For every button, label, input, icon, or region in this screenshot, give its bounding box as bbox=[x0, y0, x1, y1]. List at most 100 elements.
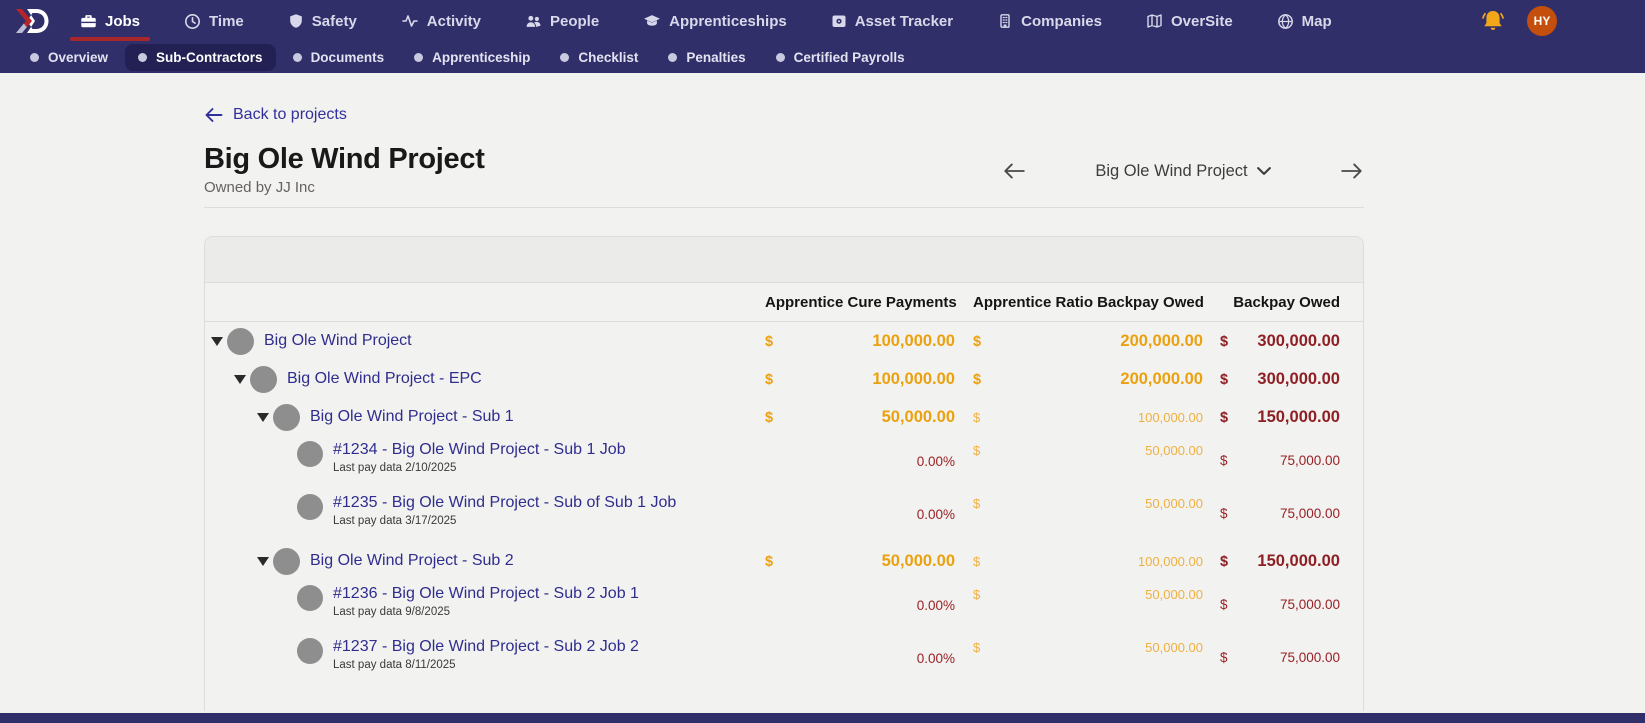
collapse-triangle-icon[interactable] bbox=[234, 374, 246, 384]
tab-label: Checklist bbox=[578, 50, 639, 65]
tab-sub-contractors[interactable]: Sub-Contractors bbox=[125, 44, 276, 71]
cure-cell: $ 100,000.00 bbox=[765, 332, 955, 351]
row-name: #1234 - Big Ole Wind Project - Sub 1 Job… bbox=[205, 441, 765, 474]
table-row[interactable]: #1235 - Big Ole Wind Project - Sub of Su… bbox=[205, 489, 1363, 542]
cure-cell: 0.00% bbox=[765, 651, 955, 666]
tab-overview[interactable]: Overview bbox=[17, 44, 121, 71]
currency-symbol: $ bbox=[1220, 597, 1228, 612]
nav-item-safety[interactable]: Safety bbox=[288, 0, 357, 42]
tab-penalties[interactable]: Penalties bbox=[655, 44, 758, 71]
job-name-block: #1237 - Big Ole Wind Project - Sub 2 Job… bbox=[333, 638, 639, 671]
currency-symbol: $ bbox=[973, 553, 981, 569]
next-project-arrow-icon[interactable] bbox=[1340, 161, 1364, 181]
backpay-cell: $ 150,000.00 bbox=[1220, 408, 1340, 427]
cure-percent-value: 0.00% bbox=[916, 651, 955, 666]
tab-label: Overview bbox=[48, 50, 109, 65]
map-book-icon bbox=[1147, 14, 1162, 28]
backpay-cell: $ 75,000.00 bbox=[1220, 650, 1340, 665]
collapse-triangle-icon[interactable] bbox=[211, 336, 223, 346]
ratio-cell: $ 200,000.00 bbox=[973, 332, 1203, 351]
nav-item-oversite[interactable]: OverSite bbox=[1146, 0, 1233, 42]
table-header-row: Apprentice Cure Payments Apprentice Rati… bbox=[205, 283, 1363, 322]
table-row[interactable]: #1237 - Big Ole Wind Project - Sub 2 Job… bbox=[205, 633, 1363, 686]
project-link[interactable]: Big Ole Wind Project bbox=[264, 332, 412, 349]
bullet-icon bbox=[414, 53, 424, 62]
project-link[interactable]: Big Ole Wind Project - EPC bbox=[287, 370, 482, 387]
job-link[interactable]: #1237 - Big Ole Wind Project - Sub 2 Job… bbox=[333, 638, 639, 655]
nav-item-time[interactable]: Time bbox=[184, 0, 244, 42]
backpay-cell: $ 75,000.00 bbox=[1220, 453, 1340, 468]
ratio-cell: $ 100,000.00 bbox=[973, 554, 1203, 569]
company-logo-icon[interactable] bbox=[10, 6, 50, 36]
job-name-block: #1236 - Big Ole Wind Project - Sub 2 Job… bbox=[333, 585, 639, 618]
table-row[interactable]: #1236 - Big Ole Wind Project - Sub 2 Job… bbox=[205, 580, 1363, 633]
collapse-triangle-icon[interactable] bbox=[257, 556, 269, 566]
bullet-icon bbox=[775, 53, 785, 62]
collapse-triangle-icon[interactable] bbox=[257, 412, 269, 422]
currency-symbol: $ bbox=[765, 371, 774, 388]
project-link[interactable]: Big Ole Wind Project - Sub 1 bbox=[310, 408, 514, 425]
backpay-value: 75,000.00 bbox=[1279, 597, 1340, 612]
nav-item-apprenticeships[interactable]: Apprenticeships bbox=[643, 0, 787, 42]
job-name-block: #1235 - Big Ole Wind Project - Sub of Su… bbox=[333, 494, 676, 527]
briefcase-icon bbox=[81, 14, 96, 27]
cure-cell: 0.00% bbox=[765, 454, 955, 469]
bullet-icon bbox=[30, 53, 39, 62]
job-name-block: #1234 - Big Ole Wind Project - Sub 1 Job… bbox=[333, 441, 626, 474]
tab-apprenticeship[interactable]: Apprenticeship bbox=[401, 44, 543, 71]
table-row[interactable]: Big Ole Wind Project - EPC $ 100,000.00 … bbox=[205, 360, 1363, 398]
notifications-bell-icon[interactable] bbox=[1481, 9, 1505, 33]
nav-item-label: Companies bbox=[1021, 12, 1102, 30]
backpay-value: 75,000.00 bbox=[1279, 650, 1340, 665]
cure-percent-value: 0.00% bbox=[916, 454, 955, 469]
tab-documents[interactable]: Documents bbox=[280, 44, 398, 71]
cure-percent-value: 0.00% bbox=[916, 598, 955, 613]
clock-icon bbox=[185, 13, 201, 29]
bullet-icon bbox=[292, 53, 302, 62]
nav-item-label: People bbox=[549, 12, 600, 30]
graduation-cap-icon bbox=[644, 14, 661, 26]
job-link[interactable]: #1235 - Big Ole Wind Project - Sub of Su… bbox=[333, 494, 677, 511]
project-link[interactable]: Big Ole Wind Project - Sub 2 bbox=[310, 552, 514, 569]
job-link[interactable]: #1236 - Big Ole Wind Project - Sub 2 Job… bbox=[333, 585, 639, 602]
globe-icon bbox=[1277, 13, 1293, 29]
nav-item-label: Time bbox=[209, 12, 244, 30]
tab-certified-payrolls[interactable]: Certified Payrolls bbox=[763, 44, 918, 71]
nav-item-label: OverSite bbox=[1170, 12, 1233, 30]
bottom-bar bbox=[0, 713, 1645, 723]
nav-item-activity[interactable]: Activity bbox=[401, 0, 481, 42]
last-pay-data-label: Last pay data 9/8/2025 bbox=[333, 606, 451, 618]
table-row[interactable]: Big Ole Wind Project - Sub 2 $ 50,000.00… bbox=[205, 542, 1363, 580]
nav-item-map[interactable]: Map bbox=[1277, 0, 1332, 42]
ratio-cell: $ 200,000.00 bbox=[973, 370, 1203, 389]
nav-item-companies[interactable]: Companies bbox=[997, 0, 1102, 42]
row-name: Big Ole Wind Project - Sub 2 bbox=[205, 547, 765, 575]
table-row[interactable]: Big Ole Wind Project $ 100,000.00 $ 200,… bbox=[205, 322, 1363, 360]
project-dropdown[interactable]: Big Ole Wind Project bbox=[1026, 162, 1340, 181]
nav-item-asset-tracker[interactable]: Asset Tracker bbox=[831, 0, 953, 42]
previous-project-arrow-icon[interactable] bbox=[1002, 161, 1026, 181]
ratio-cell: $ 100,000.00 bbox=[973, 410, 1203, 425]
sub-navbar: Overview Sub-Contractors Documents Appre… bbox=[0, 42, 1645, 73]
cure-value: 100,000.00 bbox=[872, 369, 955, 388]
table-row[interactable]: #1234 - Big Ole Wind Project - Sub 1 Job… bbox=[205, 436, 1363, 489]
cure-cell: $ 50,000.00 bbox=[765, 408, 955, 427]
user-avatar[interactable]: HY bbox=[1527, 6, 1557, 36]
currency-symbol: $ bbox=[1220, 409, 1229, 426]
currency-symbol: $ bbox=[765, 553, 774, 570]
tab-checklist[interactable]: Checklist bbox=[547, 44, 651, 71]
nav-item-label: Activity bbox=[426, 12, 481, 30]
backpay-cell: $ 75,000.00 bbox=[1220, 597, 1340, 612]
nav-item-people[interactable]: People bbox=[525, 0, 599, 42]
back-to-projects-link[interactable]: Back to projects bbox=[204, 106, 347, 124]
table-row[interactable]: Big Ole Wind Project - Sub 1 $ 50,000.00… bbox=[205, 398, 1363, 436]
nav-item-jobs[interactable]: Jobs bbox=[69, 0, 151, 42]
currency-symbol: $ bbox=[973, 409, 981, 425]
nav-right-group: HY bbox=[1481, 6, 1645, 36]
currency-symbol: $ bbox=[1220, 371, 1229, 388]
project-dropdown-label: Big Ole Wind Project bbox=[1095, 161, 1248, 180]
cure-percent-value: 0.00% bbox=[916, 507, 955, 522]
ratio-value: 50,000.00 bbox=[1145, 587, 1203, 602]
job-link[interactable]: #1234 - Big Ole Wind Project - Sub 1 Job bbox=[333, 441, 626, 458]
